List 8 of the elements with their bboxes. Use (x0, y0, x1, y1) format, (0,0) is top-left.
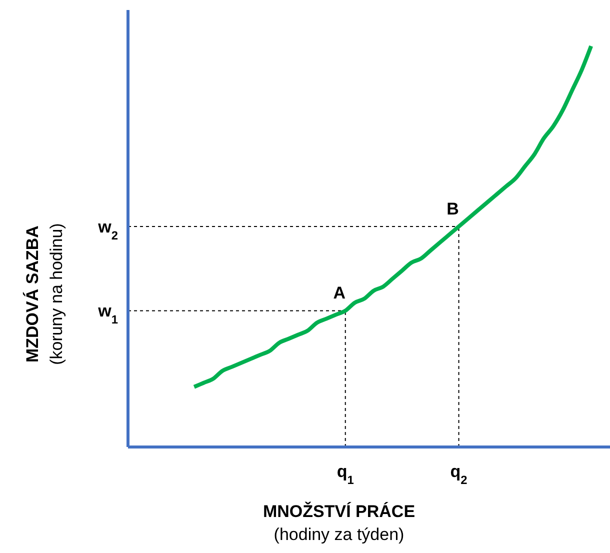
x-axis-title: MNOŽSTVÍ PRÁCE (hodiny za týden) (262, 501, 416, 544)
ref-line-label: w$_{1}$ (97, 302, 118, 327)
annotation: B (446, 199, 459, 218)
x-tick-label: q$_{2}$ (450, 462, 468, 487)
annotation: A (333, 284, 346, 303)
y-axis-title: MZDOVÁ SAZBA (koruny na hodinu) (22, 223, 66, 365)
x-tick-label: q$_{1}$ (336, 462, 354, 487)
ref-line-label: w$_{2}$ (97, 217, 118, 242)
